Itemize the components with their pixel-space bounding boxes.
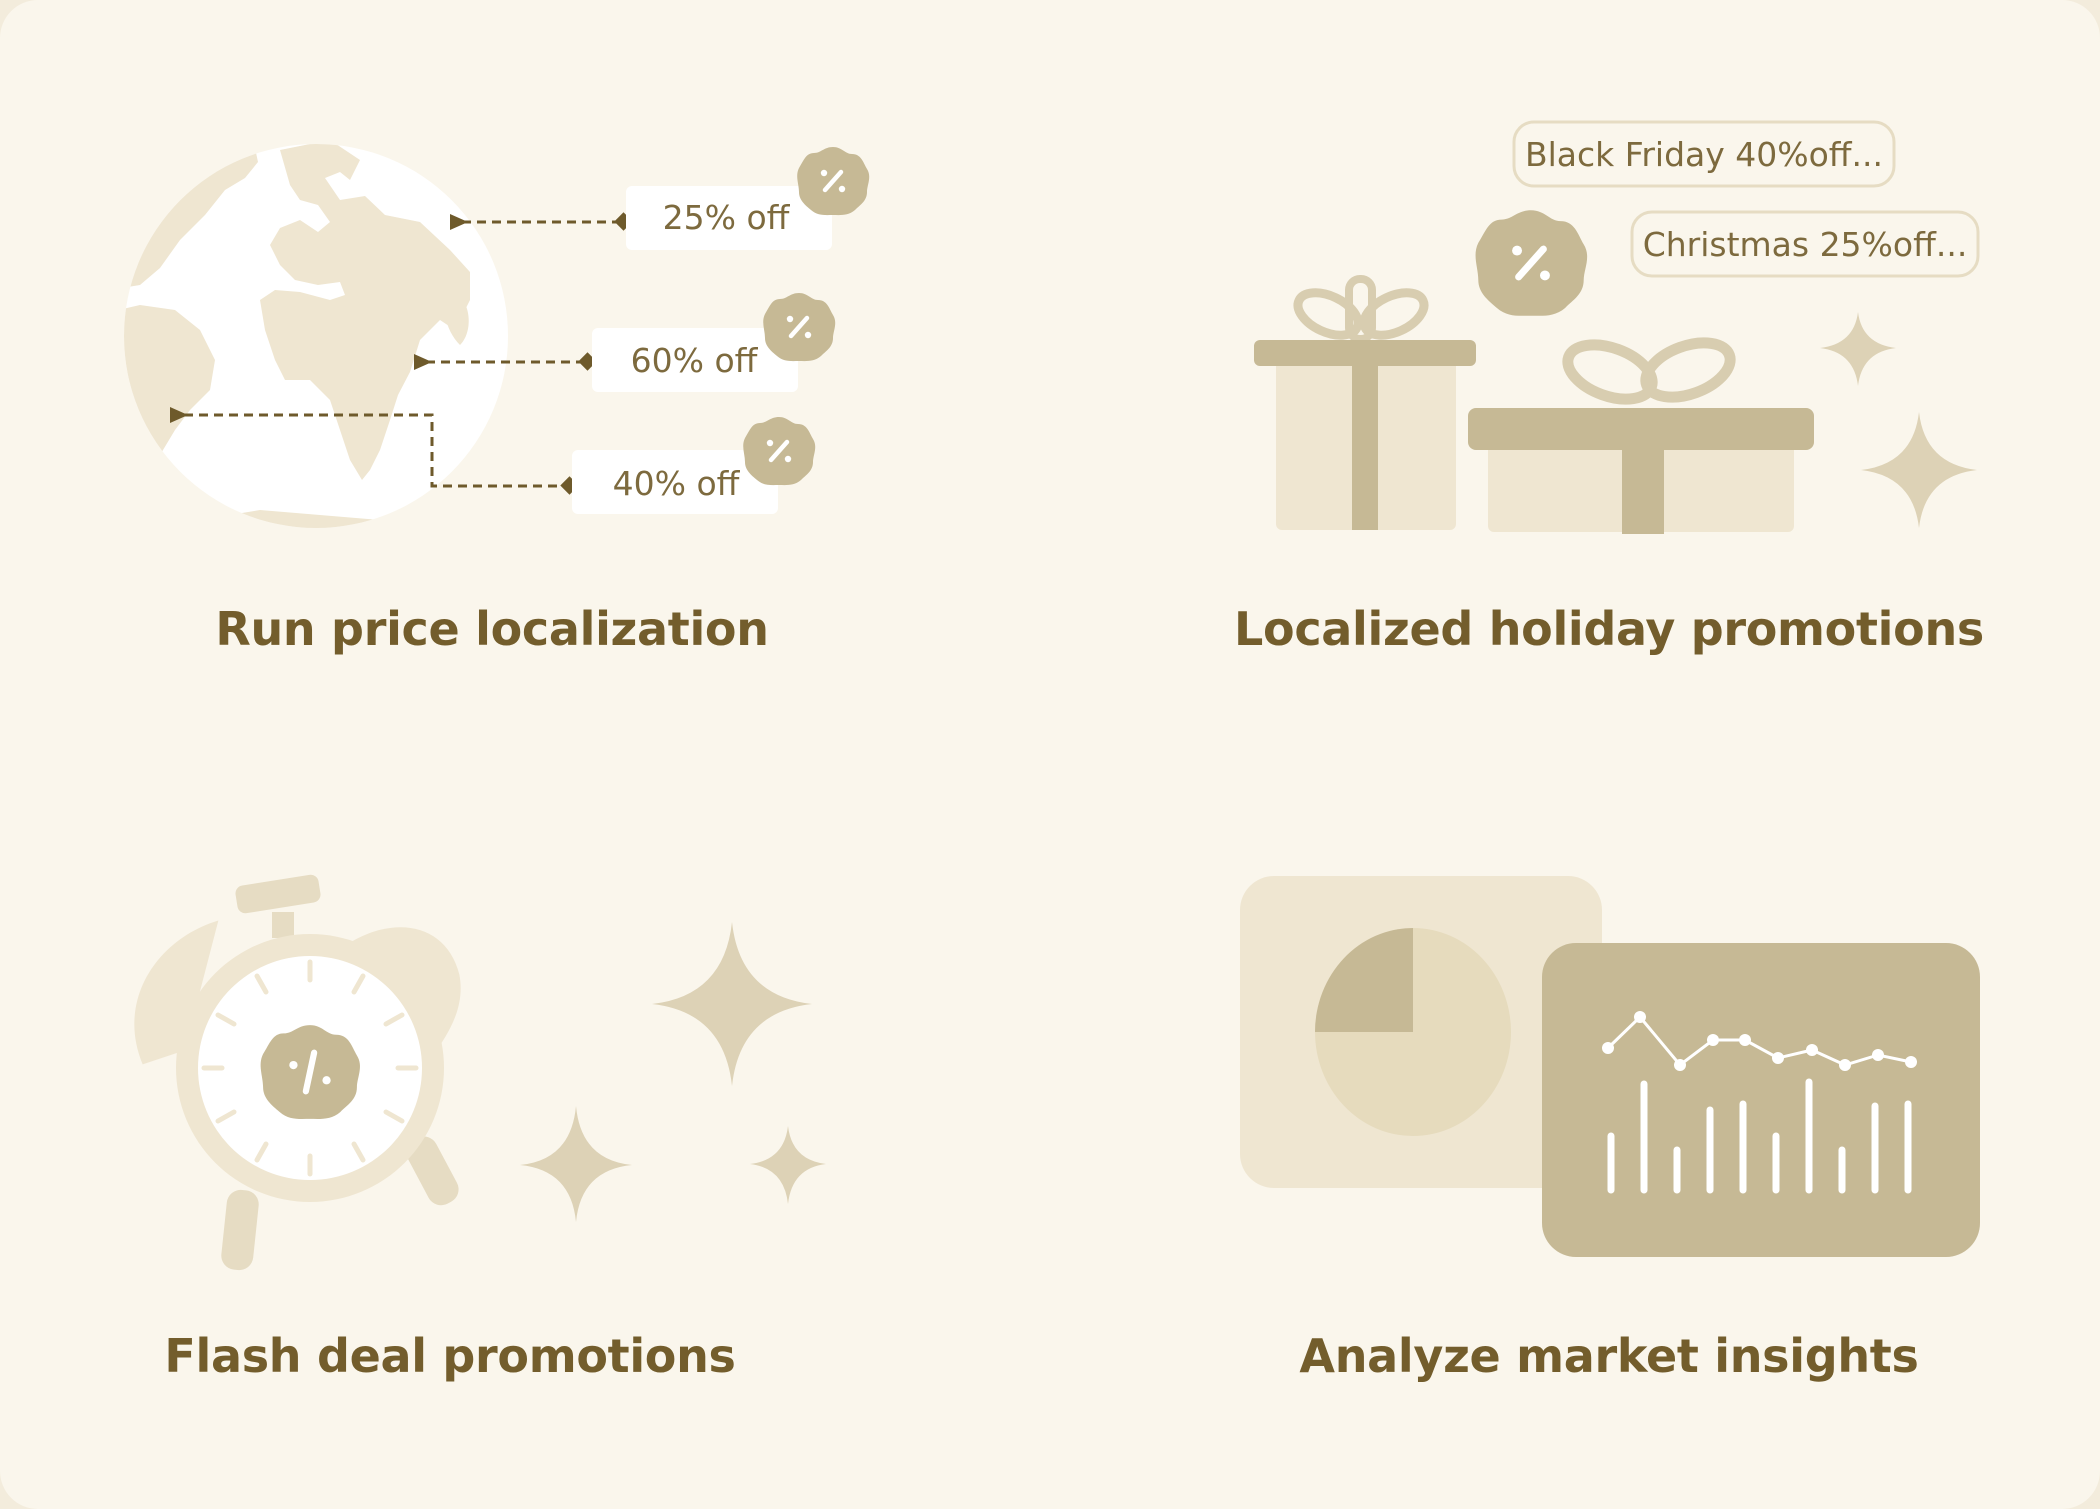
clock-ticks	[201, 959, 419, 1177]
insights-illustration	[1240, 876, 1980, 1257]
promo-bubble-label: Black Friday 40%off...	[1525, 135, 1883, 174]
discount-tag-label: 60% off	[631, 341, 759, 380]
sparkle-icon	[1861, 412, 1977, 528]
dashboard-charts-icon	[1240, 876, 1980, 1257]
sparkle-icon	[1820, 312, 1896, 386]
bar-chart	[1607, 1078, 1912, 1194]
discount-tag-label: 40% off	[613, 464, 741, 503]
feature-title-price-localization: Run price localization	[215, 602, 769, 656]
discount-tag-label: 25% off	[663, 198, 791, 237]
globe-icon	[124, 144, 508, 528]
feature-title-holiday-promotions: Localized holiday promotions	[1234, 602, 1984, 656]
alarm-clock-icon	[134, 874, 461, 1271]
line-chart	[1602, 1011, 1917, 1071]
sparkle-icon	[750, 1126, 826, 1204]
discount-tag: 60% off	[592, 293, 835, 392]
feature-title-market-insights: Analyze market insights	[1299, 1329, 1919, 1383]
percent-badge-icon	[763, 293, 835, 361]
percent-badge-icon	[1476, 210, 1588, 315]
feature-title-flash-deals: Flash deal promotions	[164, 1329, 736, 1383]
sparkle-icon	[652, 922, 812, 1086]
promo-bubble-label: Christmas 25%off...	[1643, 225, 1968, 264]
discount-tag: 25% off	[626, 147, 869, 250]
percent-badge-icon	[797, 147, 869, 215]
clock-illustration	[134, 874, 826, 1271]
gift-illustration: Black Friday 40%off... Christmas 25%off.…	[1254, 120, 1980, 534]
promo-bubble: Black Friday 40%off...	[1512, 120, 1896, 188]
sparkle-icon	[520, 1106, 632, 1222]
gift-box-icon	[1468, 337, 1814, 534]
globe-illustration: 25% off 60% off 40% off	[124, 144, 1050, 528]
gift-box-icon	[1254, 275, 1476, 530]
percent-badge-icon	[260, 1025, 360, 1120]
percent-badge-icon	[743, 417, 815, 485]
promo-bubble: Christmas 25%off...	[1630, 210, 1980, 278]
discount-tag: 40% off	[572, 417, 815, 514]
connector-lines	[184, 220, 624, 488]
